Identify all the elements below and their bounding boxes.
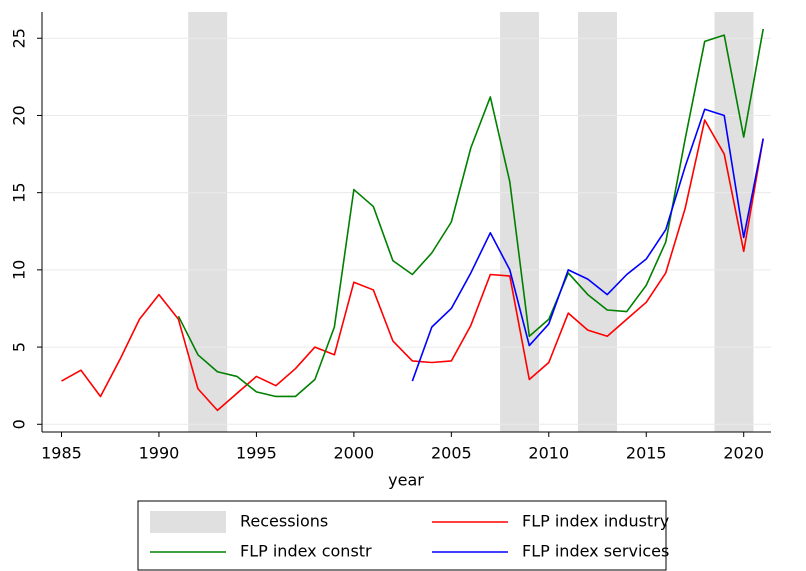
series-line: [177, 28, 764, 398]
legend-label: FLP index industry: [522, 512, 669, 531]
y-tick-label: 10: [10, 260, 29, 280]
series-line: [411, 108, 764, 382]
x-axis-label: year: [388, 471, 424, 490]
x-tick-label: 2020: [723, 444, 764, 463]
y-tick-label: 15: [10, 182, 29, 202]
y-tick-label: 0: [10, 419, 29, 429]
x-tick-label: 2005: [431, 444, 472, 463]
legend-swatch: [150, 511, 226, 533]
recession-band: [188, 12, 228, 432]
x-tick-label: 2010: [528, 444, 569, 463]
recession-band: [578, 12, 618, 432]
x-tick-label: 1985: [41, 444, 82, 463]
x-tick-label: 1990: [139, 444, 180, 463]
x-tick-label: 2015: [626, 444, 667, 463]
x-tick-label: 1995: [236, 444, 277, 463]
y-tick-label: 5: [10, 342, 29, 352]
legend-label: FLP index constr: [240, 542, 372, 561]
series-line: [61, 119, 764, 412]
y-tick-label: 25: [10, 28, 29, 48]
x-tick-label: 2000: [334, 444, 375, 463]
recession-band: [500, 12, 540, 432]
legend-label: FLP index services: [522, 542, 669, 561]
recession-band: [714, 12, 754, 432]
legend-label: Recessions: [240, 512, 328, 531]
y-tick-label: 20: [10, 105, 29, 125]
